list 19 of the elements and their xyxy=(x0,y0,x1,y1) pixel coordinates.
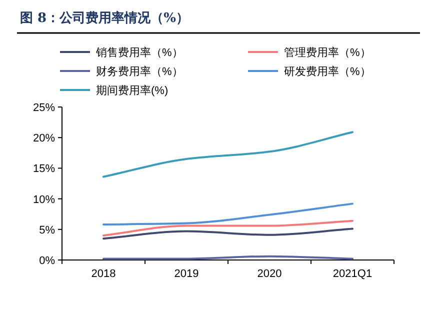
legend-label: 财务费用率（%） xyxy=(96,65,183,78)
chart-title: 图 8：公司费用率情况（%） xyxy=(20,10,189,26)
y-tick-label: 5% xyxy=(39,224,56,236)
y-tick-label: 25% xyxy=(32,102,56,114)
x-tick-label: 2021Q1 xyxy=(332,268,372,280)
legend-label: 研发费用率（%） xyxy=(284,65,371,78)
line-series xyxy=(102,228,354,240)
y-tick-label: 10% xyxy=(32,194,56,206)
x-tick-label: 2019 xyxy=(174,268,199,280)
y-tick-label: 15% xyxy=(32,163,56,176)
line-series xyxy=(102,202,354,226)
legend-label: 销售费用率（%） xyxy=(95,46,183,59)
legend-label: 管理费用率（%） xyxy=(284,46,371,59)
legend-label: 期间费用率(%) xyxy=(96,84,168,97)
y-tick-label: 0% xyxy=(39,255,56,267)
line-series xyxy=(102,131,354,178)
x-tick-label: 2020 xyxy=(257,268,282,280)
x-tick-label: 2018 xyxy=(91,268,116,280)
y-tick-label: 20% xyxy=(32,132,56,145)
